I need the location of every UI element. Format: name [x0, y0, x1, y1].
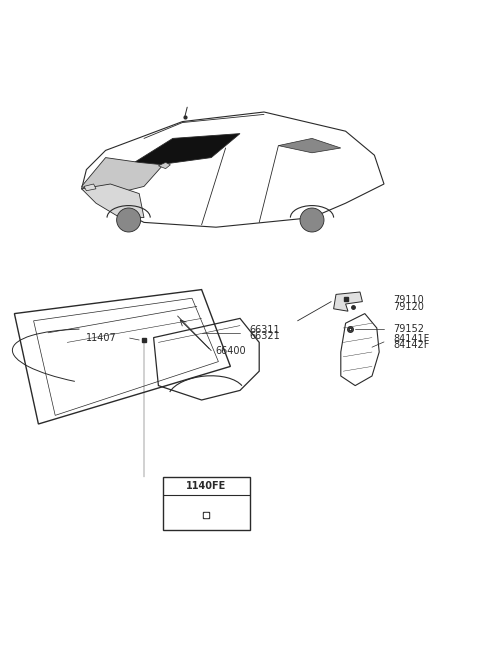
Polygon shape [334, 292, 362, 311]
Polygon shape [82, 184, 144, 218]
Text: 79120: 79120 [394, 302, 424, 312]
Polygon shape [158, 163, 170, 169]
Text: 79110: 79110 [394, 295, 424, 305]
Text: 84141F: 84141F [394, 333, 430, 344]
Text: 66321: 66321 [250, 331, 280, 341]
Polygon shape [134, 134, 240, 165]
Text: 66400: 66400 [215, 346, 246, 356]
FancyBboxPatch shape [163, 477, 250, 529]
Text: 66311: 66311 [250, 325, 280, 335]
Polygon shape [278, 138, 341, 153]
Text: 11407: 11407 [86, 333, 117, 343]
Text: 1140FE: 1140FE [186, 482, 227, 491]
Circle shape [300, 208, 324, 232]
Polygon shape [84, 184, 96, 191]
Text: 84142F: 84142F [394, 340, 430, 350]
Text: 79152: 79152 [394, 325, 425, 335]
Polygon shape [82, 157, 163, 194]
Circle shape [117, 208, 141, 232]
